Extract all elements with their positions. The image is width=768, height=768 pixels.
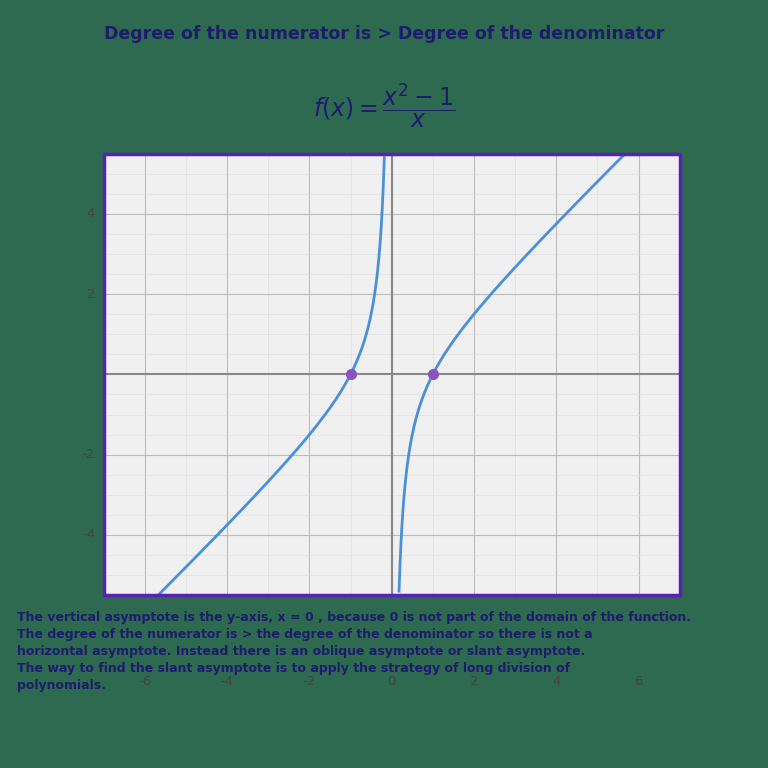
Text: 0: 0	[388, 674, 396, 687]
Text: 6: 6	[634, 674, 643, 687]
Text: $\mathit{f}(\mathit{x}) = \dfrac{\mathit{x}^2 - 1}{\mathit{x}}$: $\mathit{f}(\mathit{x}) = \dfrac{\mathit…	[313, 81, 455, 130]
Bar	[104, 154, 680, 595]
Text: -2: -2	[303, 674, 316, 687]
Text: -4: -4	[82, 528, 95, 541]
Text: 2: 2	[470, 674, 478, 687]
Text: -4: -4	[220, 674, 233, 687]
Text: -2: -2	[81, 449, 95, 462]
Text: Degree of the numerator is > Degree of the denominator: Degree of the numerator is > Degree of t…	[104, 25, 664, 43]
Text: The vertical asymptote is the y-axis, x = 0 , because 0 is not part of the domai: The vertical asymptote is the y-axis, x …	[18, 611, 691, 692]
Text: 2: 2	[87, 287, 95, 300]
Text: 4: 4	[552, 674, 561, 687]
Text: -6: -6	[138, 674, 151, 687]
Text: 4: 4	[87, 207, 95, 220]
